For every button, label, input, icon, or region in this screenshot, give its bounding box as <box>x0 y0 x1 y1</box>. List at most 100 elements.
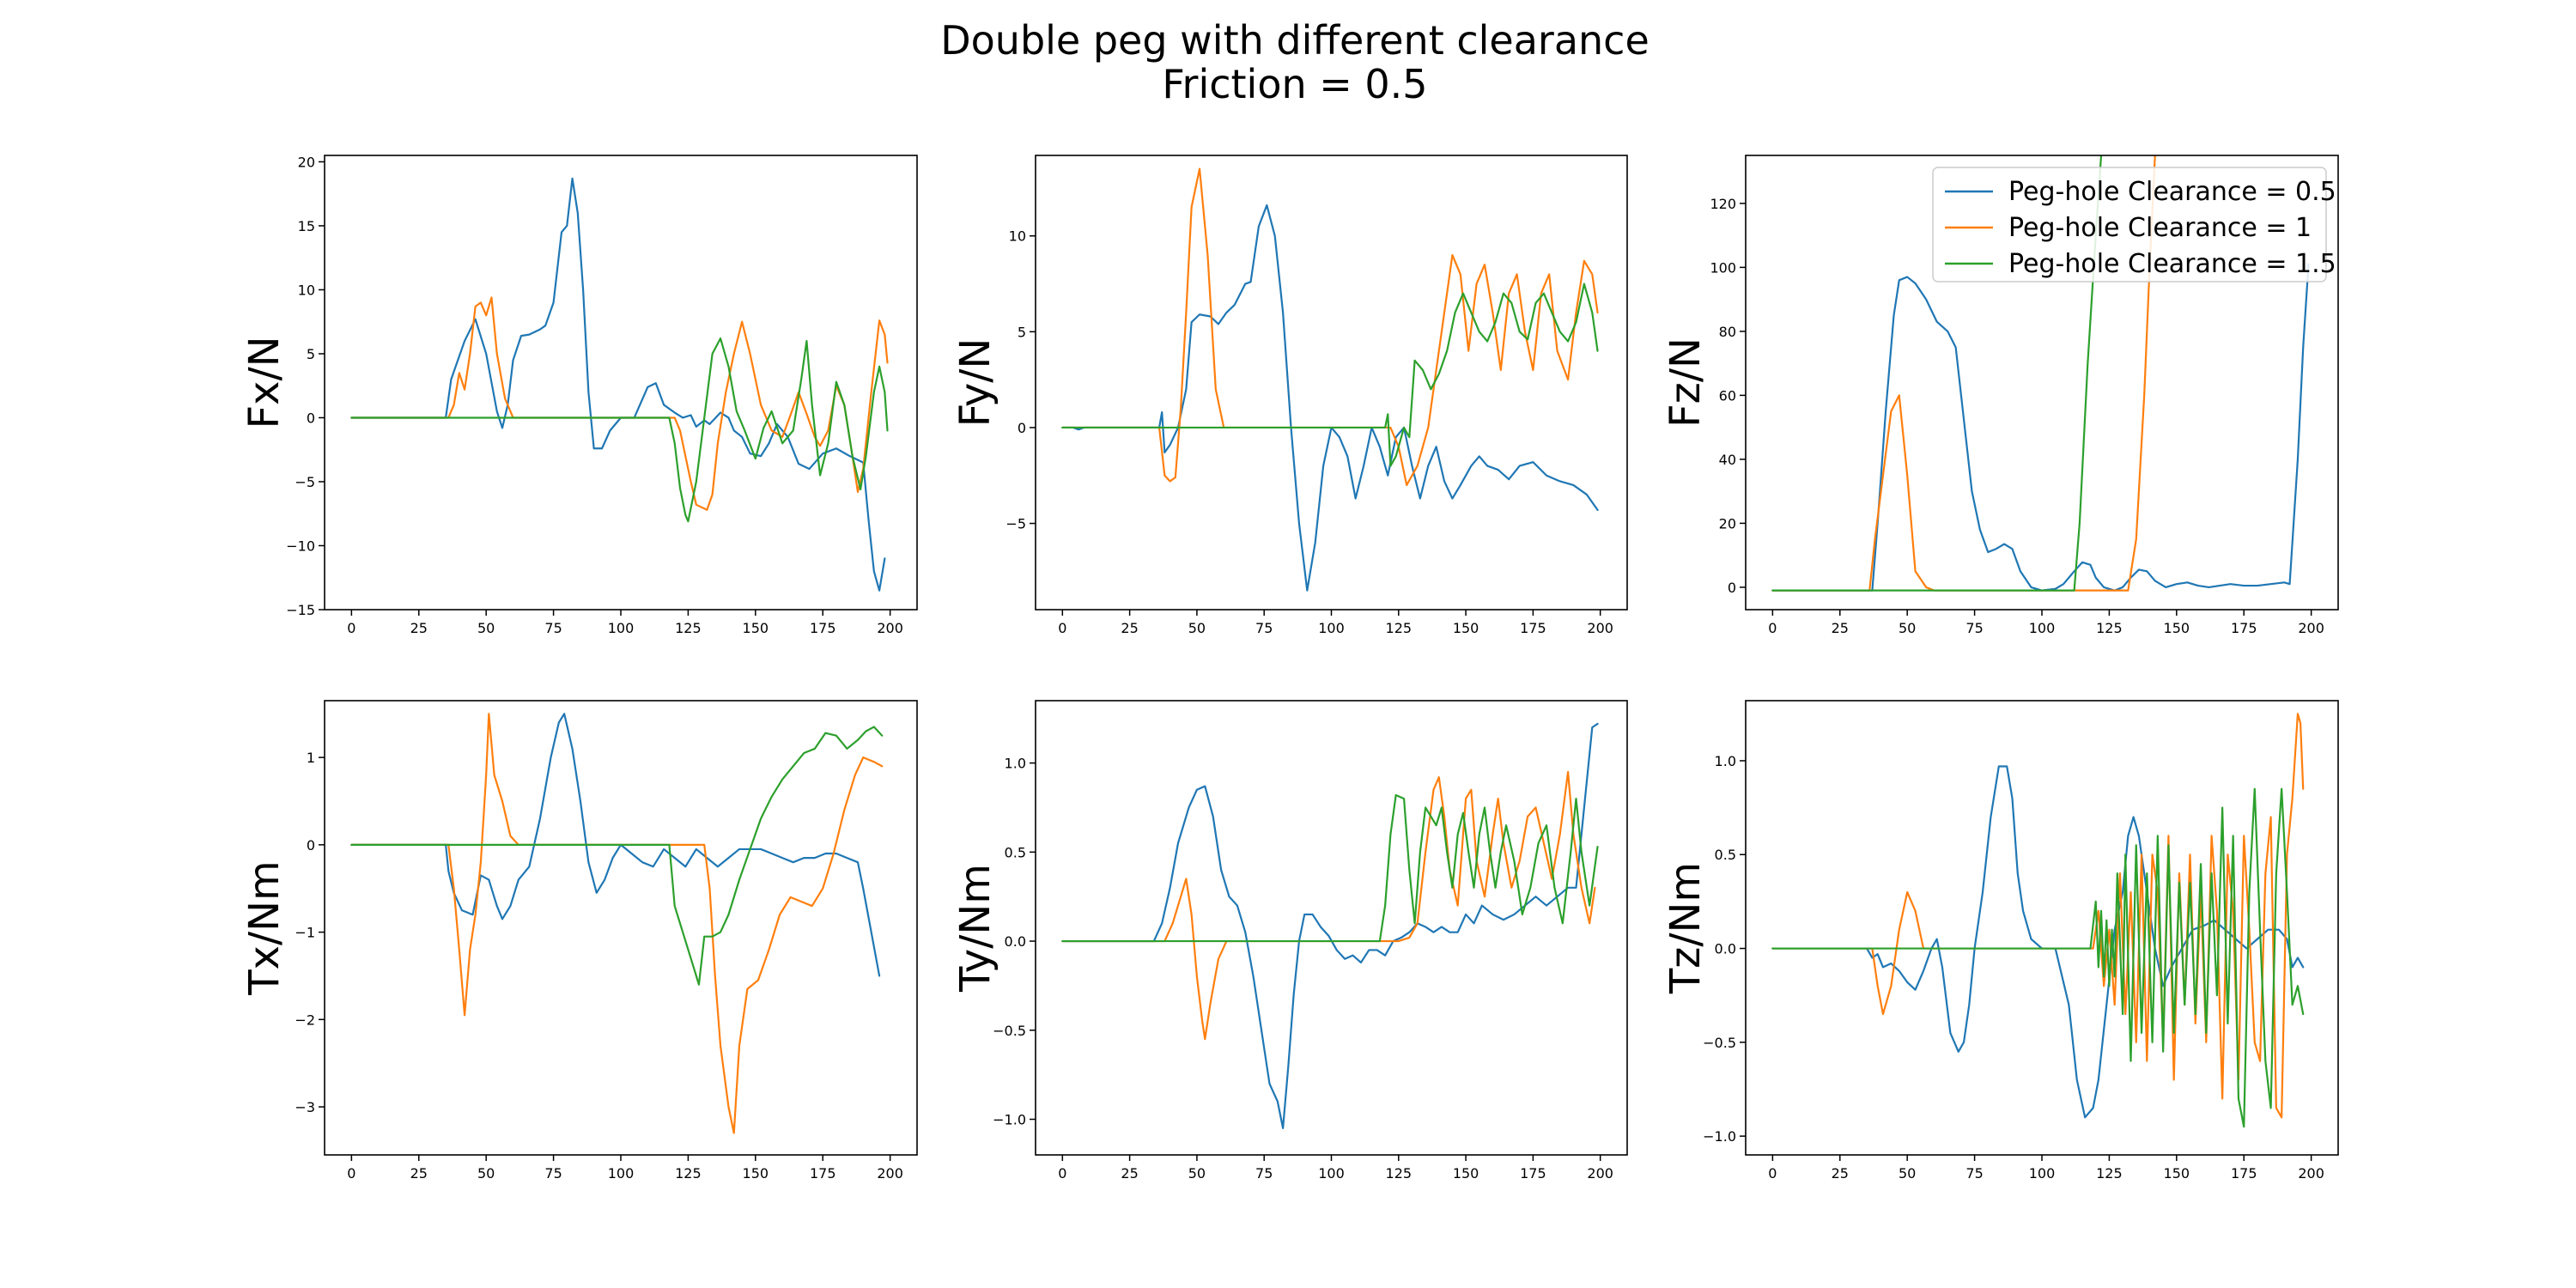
y-tick-label: 80 <box>1719 324 1736 340</box>
x-tick-label: 175 <box>810 620 836 636</box>
series-line-2 <box>1771 155 2156 592</box>
y-tick-label: 120 <box>1710 196 1736 212</box>
x-tick-label: 150 <box>2164 620 2190 636</box>
series-line-1 <box>350 713 881 977</box>
y-axis-label: Tz/Nm <box>1662 862 1710 994</box>
x-tick-label: 175 <box>810 1165 836 1182</box>
x-tick-label: 50 <box>477 620 495 636</box>
y-axis-label: Tx/Nm <box>240 860 289 996</box>
x-tick-label: 0 <box>347 1165 355 1182</box>
x-tick-label: 100 <box>1318 620 1345 636</box>
subplot-1: 0 25 50 75 100 125 150 175 200 −15 −10 −5 0 5 10 15 20 Fx… <box>240 154 918 636</box>
x-tick-label: 175 <box>2231 620 2257 636</box>
y-tick-label: 0.5 <box>1005 844 1026 860</box>
x-tick-label: 50 <box>1899 1165 1916 1182</box>
x-tick-label: 150 <box>2164 1165 2190 1182</box>
x-tick-label: 200 <box>877 1165 903 1182</box>
series-line-1 <box>1771 263 2310 592</box>
y-axis-label: Fz/N <box>1662 337 1710 428</box>
series-line-2 <box>1061 167 1599 487</box>
x-tick-label: 150 <box>743 620 769 636</box>
series-line-3 <box>1771 787 2305 1128</box>
series-line-1 <box>1771 765 2305 1119</box>
series-line-3 <box>1061 283 1599 467</box>
x-tick-label: 0 <box>347 620 355 636</box>
y-tick-label: 0 <box>307 410 315 426</box>
x-tick-label: 100 <box>608 620 635 636</box>
figure-title-line2: Friction = 0.5 <box>1162 61 1427 107</box>
x-tick-label: 200 <box>2298 620 2324 636</box>
x-tick-label: 100 <box>608 1165 635 1182</box>
legend: Peg-hole Clearance = 0.5 Peg-hole Clearan… <box>1932 167 2336 283</box>
x-tick-label: 25 <box>1121 1165 1138 1182</box>
x-tick-label: 200 <box>1587 620 1613 636</box>
y-tick-label: −0.5 <box>993 1023 1026 1039</box>
series-line-1 <box>350 177 886 592</box>
y-tick-label: −1 <box>295 925 315 941</box>
x-tick-label: 125 <box>675 1165 702 1182</box>
y-tick-label: 0 <box>1728 580 1736 596</box>
y-axis-label: Ty/Nm <box>951 864 999 993</box>
series-line-3 <box>1061 793 1599 943</box>
y-tick-label: 40 <box>1719 452 1736 468</box>
x-tick-label: 75 <box>1255 620 1273 636</box>
y-tick-label: 20 <box>1719 515 1736 532</box>
x-tick-label: 125 <box>2096 1165 2123 1182</box>
x-tick-label: 0 <box>1768 620 1777 636</box>
x-tick-label: 75 <box>1965 620 1983 636</box>
subplot-grid: 0 25 50 75 100 125 150 175 200−15−10−505101520Fx… <box>240 154 2339 1182</box>
x-tick-label: 75 <box>1965 1165 1983 1182</box>
y-tick-label: −15 <box>286 602 315 618</box>
x-tick-label: 75 <box>544 620 562 636</box>
x-tick-label: 0 <box>1058 1165 1066 1182</box>
y-tick-label: 0.0 <box>1005 933 1026 950</box>
x-tick-label: 50 <box>477 1165 495 1182</box>
y-tick-label: −3 <box>295 1099 315 1115</box>
x-tick-label: 50 <box>1899 620 1916 636</box>
legend-box <box>1932 167 2327 283</box>
x-tick-label: 100 <box>2029 1165 2056 1182</box>
legend-label: Peg-hole Clearance = 1 <box>2008 213 2312 243</box>
x-tick-label: 100 <box>2029 620 2056 636</box>
y-tick-label: 1 <box>307 750 315 766</box>
y-tick-label: 60 <box>1719 387 1736 404</box>
y-tick-label: 0 <box>1018 420 1026 436</box>
subplot-2: 0 25 50 75 100 125 150 175 200 −5 0 5 10 Fy/N <box>951 155 1628 636</box>
x-tick-label: 50 <box>1188 1165 1206 1182</box>
subplot-3: 0 25 50 75 100 125 150 175 200 0 20 40 60 80 100 120 Fz/… <box>1662 155 2339 636</box>
y-axis-label: Fx/N <box>240 336 289 428</box>
y-tick-label: 0.0 <box>1715 941 1736 957</box>
x-tick-label: 75 <box>544 1165 562 1182</box>
y-tick-label: 20 <box>298 154 315 170</box>
x-tick-label: 200 <box>877 620 903 636</box>
x-tick-label: 0 <box>1058 620 1066 636</box>
legend-label: Peg-hole Clearance = 1.5 <box>2008 249 2336 279</box>
x-tick-label: 125 <box>1386 620 1413 636</box>
y-tick-label: 0.5 <box>1715 847 1736 863</box>
legend-label: Peg-hole Clearance = 0.5 <box>2008 177 2336 207</box>
y-tick-label: −10 <box>286 538 315 554</box>
y-tick-label: 0 <box>307 837 315 854</box>
series-line-2 <box>350 713 884 1134</box>
y-tick-label: 5 <box>307 346 315 362</box>
y-tick-label: 5 <box>1018 324 1026 340</box>
x-tick-label: 0 <box>1768 1165 1777 1182</box>
x-tick-label: 125 <box>675 620 702 636</box>
y-tick-label: −1.0 <box>993 1112 1026 1128</box>
subplot-5: 0 25 50 75 100 125 150 175 200 −1.0 −0.5 0.0 0.5 1.0 T… <box>951 700 1628 1182</box>
x-tick-label: 125 <box>1386 1165 1413 1182</box>
x-tick-label: 25 <box>410 1165 428 1182</box>
y-tick-label: −2 <box>295 1012 315 1028</box>
y-tick-label: 15 <box>298 218 315 234</box>
y-tick-label: −1.0 <box>1703 1128 1736 1145</box>
subplot-6: 0 25 50 75 100 125 150 175 200 −1.0 −0.5 0.0 0.5 1.0 T… <box>1662 700 2339 1182</box>
x-tick-label: 125 <box>2096 620 2123 636</box>
y-tick-label: −5 <box>295 474 315 490</box>
x-tick-label: 150 <box>743 1165 769 1182</box>
y-tick-label: 1.0 <box>1715 753 1736 769</box>
figure-title-line1: Double peg with different clearance <box>940 17 1649 64</box>
x-tick-label: 200 <box>1587 1165 1613 1182</box>
series-line-3 <box>350 726 884 986</box>
x-tick-label: 75 <box>1255 1165 1273 1182</box>
x-tick-label: 150 <box>1453 1165 1479 1182</box>
